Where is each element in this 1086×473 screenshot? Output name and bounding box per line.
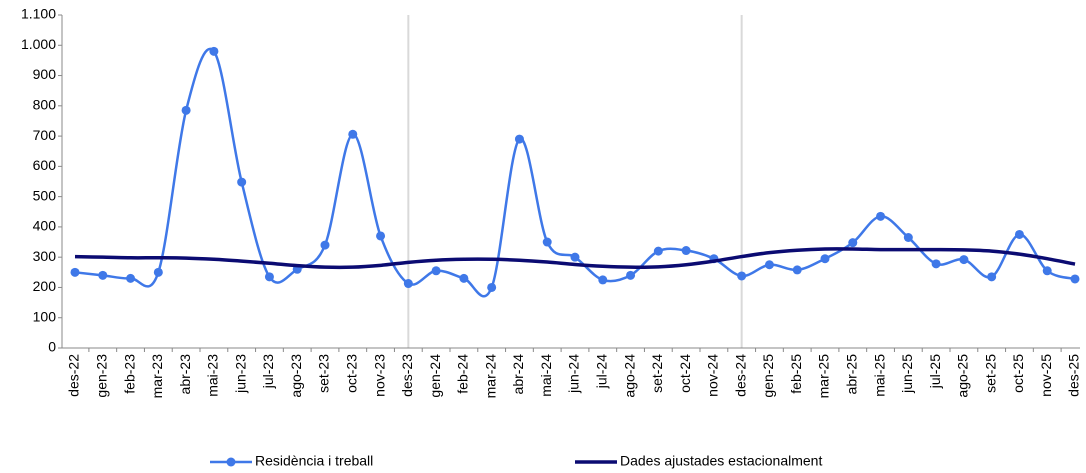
data-point	[737, 271, 747, 281]
legend-label: Dades ajustades estacionalment	[620, 453, 822, 469]
x-tick-label: des-23	[399, 354, 415, 397]
data-point	[848, 238, 858, 248]
data-point	[570, 252, 580, 262]
x-tick-label: ago-25	[955, 354, 971, 398]
x-tick-label: oct-24	[677, 354, 693, 393]
data-point	[376, 231, 386, 241]
y-tick-label: 1.100	[21, 6, 56, 22]
data-point	[514, 134, 524, 144]
data-point	[1070, 274, 1080, 284]
x-tick-label: set-25	[982, 354, 998, 393]
x-tick-label: ago-23	[288, 354, 304, 398]
data-point	[264, 272, 274, 282]
x-tick-label: abr-24	[510, 354, 526, 395]
x-tick-label: des-22	[66, 354, 82, 397]
data-point	[70, 267, 80, 277]
series-line	[74, 47, 1076, 298]
data-point	[626, 270, 636, 280]
x-tick-label: feb-25	[788, 354, 804, 394]
data-point	[209, 46, 219, 56]
data-point	[598, 275, 608, 285]
x-tick-label: oct-25	[1010, 354, 1026, 393]
y-tick-label: 1.000	[21, 36, 56, 52]
x-tick-label: nov-25	[1038, 354, 1054, 397]
data-point	[153, 267, 163, 277]
x-tick-label: ago-24	[621, 354, 637, 398]
x-tick-label: gen-24	[427, 354, 443, 398]
x-tick-label: mar-24	[482, 354, 498, 399]
x-tick-label: abr-25	[843, 354, 859, 395]
data-point	[1014, 229, 1024, 239]
data-point	[820, 254, 830, 264]
x-tick-label: nov-23	[371, 354, 387, 397]
x-tick-label: nov-24	[705, 354, 721, 397]
y-tick-label: 700	[33, 127, 57, 143]
data-point	[320, 240, 330, 250]
y-tick-label: 500	[33, 187, 57, 203]
data-point	[959, 255, 969, 265]
data-point	[876, 211, 886, 221]
x-tick-label: jul-24	[593, 354, 609, 389]
x-tick-label: mar-23	[149, 354, 165, 399]
x-tick-label: gen-23	[93, 354, 109, 398]
legend-label: Residència i treball	[255, 453, 373, 469]
data-point	[792, 265, 802, 275]
x-tick-label: mai-24	[538, 354, 554, 397]
x-tick-label: mar-25	[816, 354, 832, 399]
y-tick-label: 100	[33, 308, 57, 324]
data-point	[653, 246, 663, 256]
y-tick-label: 800	[33, 97, 57, 113]
legend-marker	[226, 457, 236, 467]
data-point	[542, 237, 552, 247]
x-tick-label: gen-25	[760, 354, 776, 398]
y-tick-label: 600	[33, 157, 57, 173]
y-tick-label: 400	[33, 218, 57, 234]
x-tick-label: abr-23	[177, 354, 193, 395]
x-tick-label: des-25	[1066, 354, 1082, 397]
x-tick-label: oct-23	[343, 354, 359, 393]
data-point	[431, 266, 441, 276]
data-point	[403, 279, 413, 289]
data-point	[487, 282, 497, 292]
x-tick-label: mai-23	[205, 354, 221, 397]
x-tick-label: des-24	[732, 354, 748, 397]
x-tick-label: feb-23	[121, 354, 137, 394]
data-point	[237, 177, 247, 187]
y-tick-label: 900	[33, 66, 57, 82]
data-point	[931, 259, 941, 269]
data-point	[764, 260, 774, 270]
x-tick-label: set-23	[316, 354, 332, 393]
data-point	[126, 273, 136, 283]
data-point	[459, 273, 469, 283]
data-point	[348, 129, 358, 139]
x-tick-label: set-24	[649, 354, 665, 393]
x-tick-label: feb-24	[455, 354, 471, 394]
x-tick-label: mai-25	[871, 354, 887, 397]
y-tick-label: 200	[33, 278, 57, 294]
x-tick-label: jun-23	[232, 354, 248, 394]
x-tick-label: jul-23	[260, 354, 276, 389]
y-tick-label: 300	[33, 248, 57, 264]
data-point	[903, 233, 913, 243]
data-point	[987, 272, 997, 282]
data-point	[681, 246, 691, 256]
y-tick-label: 0	[48, 339, 56, 355]
data-point	[1042, 266, 1052, 276]
x-tick-label: jun-25	[899, 354, 915, 394]
data-point	[181, 105, 191, 115]
data-point	[98, 270, 108, 280]
series-line	[74, 247, 1076, 270]
x-tick-label: jun-24	[566, 354, 582, 394]
x-tick-label: jul-25	[927, 354, 943, 389]
